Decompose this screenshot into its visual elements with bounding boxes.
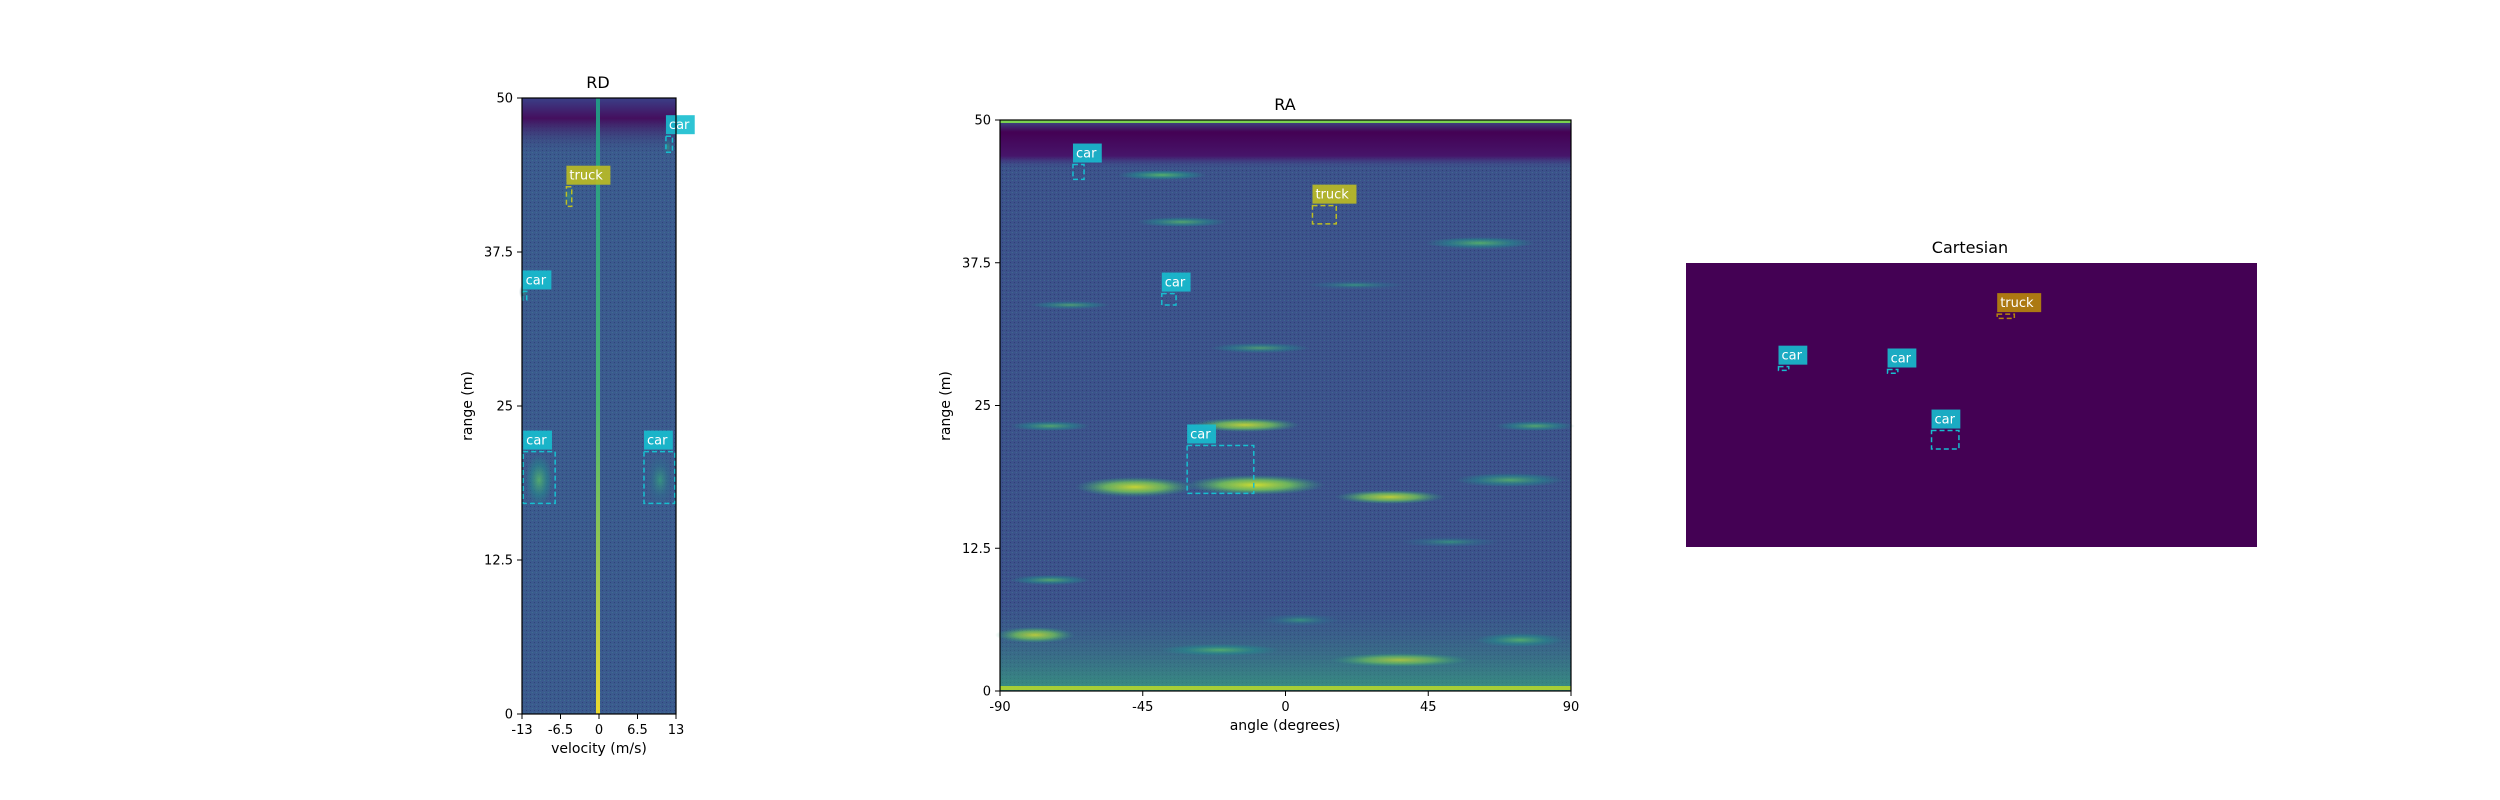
cartesian-detection-car: car [1930, 409, 1961, 450]
rd-ytick-label: 50 [496, 92, 513, 107]
cartesian-detection-box [1930, 429, 1960, 450]
ra-detection-box [1311, 204, 1338, 225]
rd-detection-car: car [521, 270, 552, 301]
ra-detection-label: car [1165, 276, 1186, 291]
rd-detection-tag [665, 115, 695, 135]
rd-xtick-label: 0 [595, 723, 603, 738]
cartesian-image [1686, 263, 2257, 547]
cartesian-title: Cartesian [1932, 238, 2008, 257]
rd-detection-box [565, 185, 573, 208]
rd-detection-label: truck [569, 169, 603, 184]
ra-xlabel: angle (degrees) [1230, 718, 1341, 734]
ra-axes: -90 -45 0 45 90 0 12.5 25 37.5 50 [962, 114, 1579, 716]
rd-detections: car truck car car car [521, 115, 695, 505]
cartesian-detection-truck: truck [1996, 293, 2042, 320]
ra-heatmap [995, 120, 1575, 691]
ra-ytick-label: 37.5 [962, 256, 991, 271]
rd-detection-label: car [526, 434, 547, 449]
ra-ytick-label: 0 [983, 685, 991, 700]
ra-panel: RA [938, 95, 1579, 734]
rd-detection-label: car [647, 434, 668, 449]
cartesian-detection-label: car [1782, 349, 1803, 364]
ra-xtick-label: -90 [989, 700, 1010, 715]
ra-title: RA [1274, 95, 1295, 114]
ra-ytick-label: 25 [974, 399, 991, 414]
rd-xtick-label: 13 [668, 723, 685, 738]
rd-panel: RD car truck car car car -13 -6.5 0 6.5 13 0 12.5 2… [460, 73, 695, 757]
cartesian-detection-label: car [1935, 413, 1956, 428]
rd-ylabel: range (m) [460, 371, 476, 441]
ra-ytick-label: 12.5 [962, 542, 991, 557]
ra-detection-box [1186, 444, 1255, 495]
ra-detection-tag [1072, 143, 1102, 163]
rd-detection-car: car [665, 115, 695, 153]
cartesian-detection-label: car [1891, 352, 1912, 367]
rd-xlabel: velocity (m/s) [551, 741, 647, 757]
cartesian-detection-tag [1887, 348, 1917, 368]
rd-xtick-label: -6.5 [548, 723, 573, 738]
ra-detections: car truck car car [1072, 143, 1357, 495]
rd-ytick-label: 12.5 [484, 554, 513, 569]
rd-ytick-label: 37.5 [484, 246, 513, 261]
rd-detection-box [665, 135, 674, 153]
rd-detection-tag [644, 430, 673, 450]
ra-detection-car: car [1072, 143, 1102, 181]
cartesian-detection-tag [1931, 409, 1961, 429]
cartesian-panel: Cartesian truck car car car [1686, 238, 2257, 547]
rd-ytick-label: 0 [505, 708, 513, 723]
ra-detection-tag [1187, 424, 1216, 444]
rd-axes: -13 -6.5 0 6.5 13 0 12.5 25 37.5 50 [484, 92, 684, 739]
rd-detection-tag [566, 165, 611, 185]
rd-detection-truck: truck [565, 165, 611, 208]
rd-detection-car: car [643, 430, 676, 505]
rd-ytick-label: 25 [496, 400, 513, 415]
cartesian-detection-car: car [1886, 348, 1917, 374]
ra-detection-car: car [1161, 272, 1191, 306]
rd-detection-box [643, 450, 676, 505]
cartesian-detection-box [1996, 313, 2016, 320]
ra-ytick-label: 50 [974, 114, 991, 129]
ra-detection-car: car [1186, 424, 1255, 495]
ra-ylabel: range (m) [938, 371, 954, 441]
ra-xtick-label: 0 [1281, 700, 1289, 715]
ra-detection-label: truck [1315, 188, 1349, 203]
cartesian-detection-car: car [1777, 345, 1808, 372]
cartesian-detection-box [1777, 365, 1790, 372]
cartesian-detection-box [1886, 368, 1899, 374]
rd-detection-label: car [526, 273, 547, 288]
cartesian-detection-tag [1997, 293, 2042, 313]
ra-detection-box [1072, 163, 1085, 181]
rd-detection-box [522, 450, 556, 505]
rd-heatmap [519, 98, 676, 714]
ra-detection-box [1161, 292, 1177, 306]
rd-detection-tag [523, 430, 552, 450]
ra-xtick-label: 45 [1420, 700, 1437, 715]
rd-detection-label: car [669, 118, 690, 133]
ra-xtick-label: -45 [1132, 700, 1153, 715]
ra-detection-label: car [1190, 427, 1211, 442]
ra-detection-truck: truck [1311, 184, 1357, 225]
cartesian-detections: truck car car car [1777, 293, 2042, 450]
ra-detection-label: car [1076, 147, 1097, 162]
ra-detection-tag [1161, 272, 1191, 292]
rd-title: RD [586, 73, 609, 92]
rd-detection-car: car [522, 430, 556, 505]
rd-xtick-label: 6.5 [627, 723, 648, 738]
cartesian-detection-label: truck [2000, 296, 2034, 311]
ra-detection-tag [1312, 184, 1357, 204]
rd-detection-tag [522, 270, 552, 290]
rd-xtick-label: -13 [511, 723, 532, 738]
rd-detection-box [521, 290, 528, 301]
cartesian-detection-tag [1778, 345, 1808, 365]
ra-xtick-label: 90 [1563, 700, 1580, 715]
